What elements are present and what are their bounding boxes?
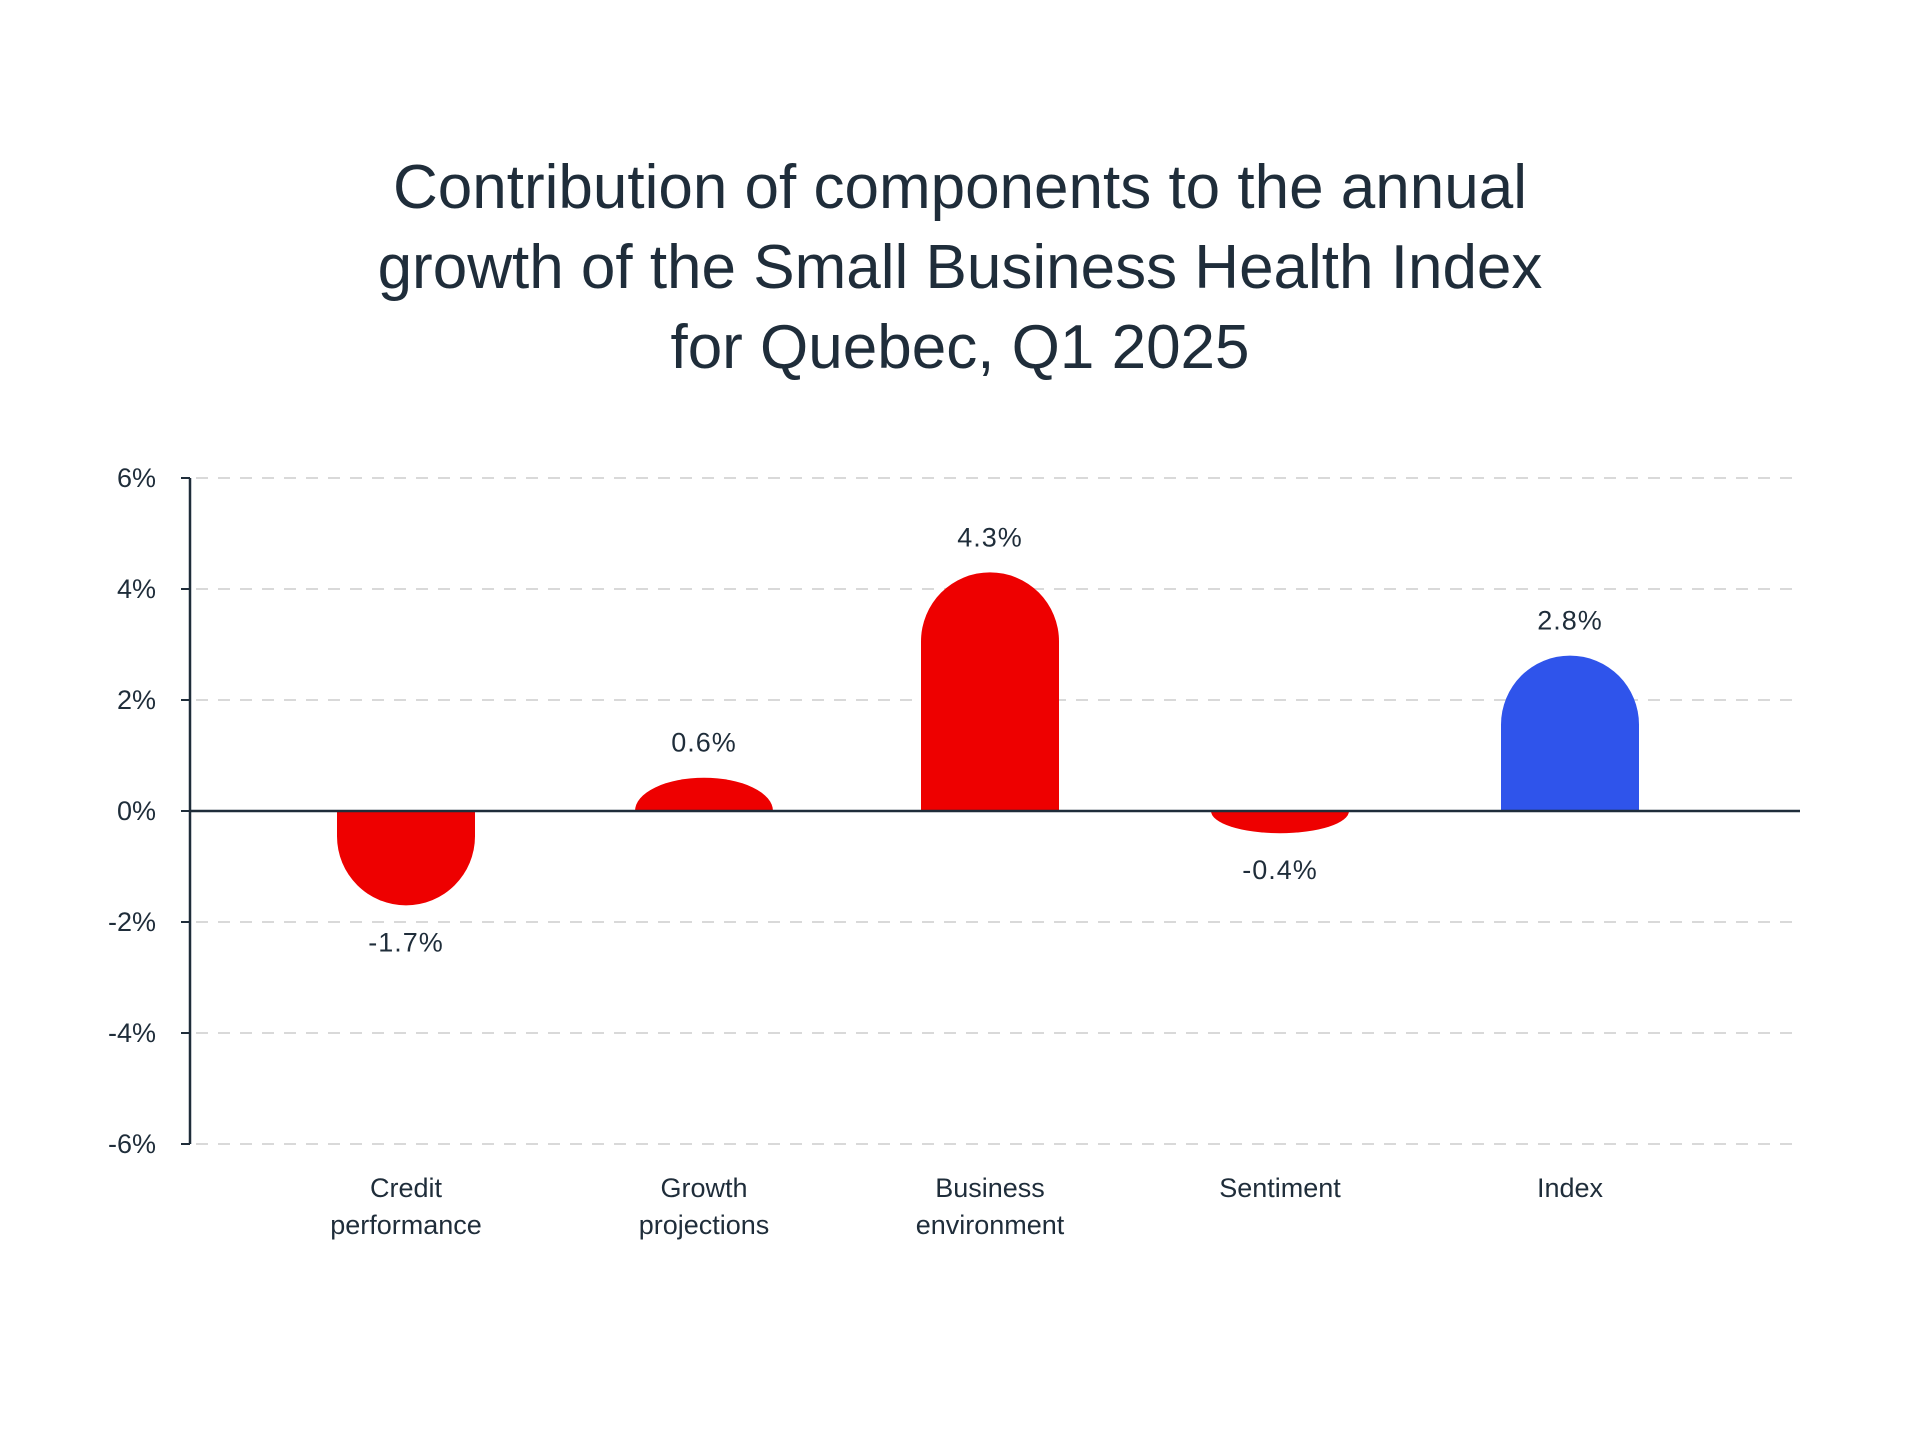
y-tick-label: -2% xyxy=(108,907,156,937)
x-category-label: Index xyxy=(1537,1173,1604,1203)
bar xyxy=(337,811,475,906)
y-tick-label: 4% xyxy=(117,574,156,604)
data-label: 0.6% xyxy=(671,728,737,758)
data-label: -0.4% xyxy=(1242,855,1318,885)
chart-title-line-2: growth of the Small Business Health Inde… xyxy=(377,233,1543,302)
x-category-label: Credit xyxy=(370,1173,443,1203)
labels: 6% 4% 2% 0% -2% -4% -6% -1.7% Credit performance 0… xyxy=(108,463,1604,1240)
y-tick-label: 6% xyxy=(117,463,156,493)
bar xyxy=(921,572,1059,811)
y-tick-label: -4% xyxy=(108,1018,156,1048)
chart-title-line-1: Contribution of components to the annual xyxy=(393,153,1527,222)
x-category-label: projections xyxy=(639,1210,770,1240)
data-label: 4.3% xyxy=(957,522,1023,552)
x-category-label: Business xyxy=(935,1173,1045,1203)
data-label: 2.8% xyxy=(1537,606,1603,636)
x-category-label: Sentiment xyxy=(1219,1173,1341,1203)
y-tick-label: 2% xyxy=(117,685,156,715)
chart-title: Contribution of components to the annual… xyxy=(260,148,1660,388)
bar xyxy=(1501,655,1639,811)
y-tick-label: -6% xyxy=(108,1129,156,1159)
axes xyxy=(181,477,1800,1145)
bars xyxy=(337,572,1639,906)
chart-title-line-3: for Quebec, Q1 2025 xyxy=(670,313,1250,382)
x-category-label: performance xyxy=(330,1210,482,1240)
x-category-label: environment xyxy=(916,1210,1065,1240)
data-label: -1.7% xyxy=(368,927,444,957)
bar xyxy=(635,777,773,811)
bar xyxy=(1211,811,1349,834)
x-category-label: Growth xyxy=(660,1173,747,1203)
y-tick-label: 0% xyxy=(117,796,156,826)
